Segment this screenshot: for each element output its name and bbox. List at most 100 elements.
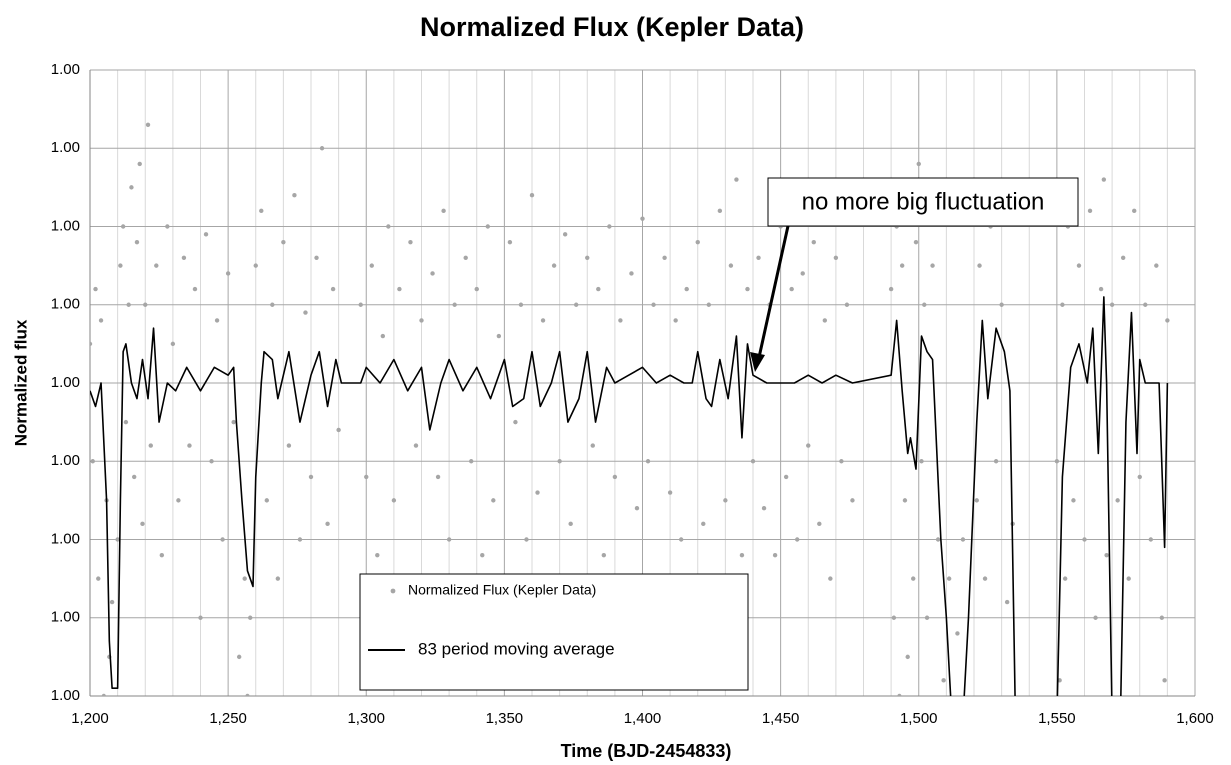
- data-point: [132, 474, 137, 480]
- y-tick-label: 1.00: [51, 217, 80, 234]
- data-point: [441, 208, 446, 214]
- data-point: [1126, 576, 1131, 581]
- data-point: [93, 286, 98, 292]
- x-axis-title: Time (BJD-2454833): [561, 741, 732, 761]
- data-point: [248, 615, 253, 620]
- data-point: [1143, 302, 1148, 307]
- y-axis-title: Normalized flux: [11, 319, 30, 446]
- chart-title: Normalized Flux (Kepler Data): [420, 12, 804, 42]
- data-point: [982, 576, 988, 581]
- data-point: [540, 318, 546, 323]
- y-tick-label: 1.00: [51, 687, 80, 704]
- data-point: [1071, 498, 1076, 503]
- data-point: [90, 341, 93, 347]
- data-point: [596, 286, 601, 292]
- data-point: [386, 224, 391, 229]
- data-point: [1062, 576, 1068, 581]
- data-point: [911, 576, 916, 581]
- data-point: [789, 286, 794, 292]
- data-point: [977, 263, 982, 268]
- data-point: [143, 302, 148, 307]
- data-point: [817, 521, 822, 527]
- data-point: [955, 631, 960, 636]
- data-point: [897, 693, 902, 696]
- data-point: [728, 263, 734, 268]
- data-point: [651, 302, 656, 307]
- data-point: [1087, 208, 1093, 214]
- data-point: [220, 537, 225, 542]
- data-point: [1137, 474, 1142, 480]
- data-point: [629, 271, 634, 276]
- data-point: [772, 552, 778, 558]
- data-point: [1104, 552, 1109, 558]
- data-point: [913, 239, 919, 245]
- data-point: [330, 286, 336, 292]
- data-point: [756, 255, 761, 260]
- data-point: [750, 459, 756, 464]
- y-tick-label: 1.00: [51, 452, 80, 469]
- y-tick-label: 1.00: [51, 530, 80, 547]
- data-point: [474, 286, 479, 292]
- data-point: [485, 224, 490, 229]
- x-tick-label: 1,500: [900, 710, 938, 727]
- data-point: [159, 552, 165, 558]
- data-point: [101, 693, 107, 696]
- data-point: [380, 333, 386, 339]
- data-point: [325, 521, 330, 527]
- data-point: [640, 216, 645, 221]
- legend-marker: [390, 588, 396, 594]
- data-point: [259, 208, 264, 214]
- data-point: [134, 239, 140, 245]
- data-point: [225, 271, 231, 276]
- data-point: [850, 498, 855, 503]
- data-point: [286, 443, 292, 448]
- data-point: [120, 224, 126, 229]
- data-point: [667, 490, 673, 495]
- data-point: [529, 193, 535, 198]
- data-point: [165, 224, 170, 229]
- data-point: [90, 459, 95, 464]
- data-point: [916, 161, 921, 167]
- data-point: [761, 506, 767, 511]
- data-point: [999, 302, 1004, 307]
- x-tick-label: 1,350: [486, 710, 524, 727]
- data-point: [1076, 263, 1082, 268]
- data-point: [919, 459, 924, 464]
- data-point: [612, 474, 618, 480]
- data-point: [930, 263, 935, 268]
- data-point: [129, 185, 134, 190]
- data-point: [140, 521, 145, 527]
- data-point: [800, 271, 805, 276]
- data-point: [1098, 286, 1104, 292]
- data-point: [1115, 498, 1120, 503]
- data-point: [115, 537, 120, 542]
- data-point: [891, 615, 897, 620]
- data-point: [397, 286, 402, 292]
- data-point: [1120, 255, 1126, 260]
- data-point: [717, 208, 723, 214]
- x-tick-label: 1,300: [347, 710, 385, 727]
- legend-label: Normalized Flux (Kepler Data): [408, 582, 596, 598]
- data-point: [126, 302, 131, 307]
- data-point: [270, 302, 275, 307]
- data-point: [391, 498, 397, 503]
- data-point: [946, 576, 952, 581]
- data-point: [198, 615, 203, 620]
- data-point: [905, 654, 910, 660]
- data-point: [1159, 615, 1165, 620]
- y-tick-label: 1.00: [51, 374, 80, 391]
- data-point: [187, 443, 192, 448]
- data-point: [551, 263, 557, 268]
- data-point: [833, 255, 839, 260]
- data-point: [662, 255, 667, 260]
- data-point: [264, 498, 269, 503]
- moving-average-line: [90, 296, 1169, 696]
- data-point: [678, 537, 684, 542]
- data-point: [308, 474, 314, 480]
- data-point: [154, 263, 159, 268]
- data-point: [242, 576, 247, 581]
- data-point: [203, 232, 209, 237]
- data-point: [413, 443, 419, 448]
- data-point: [275, 576, 281, 581]
- legend: Normalized Flux (Kepler Data) 83 period m…: [359, 573, 749, 691]
